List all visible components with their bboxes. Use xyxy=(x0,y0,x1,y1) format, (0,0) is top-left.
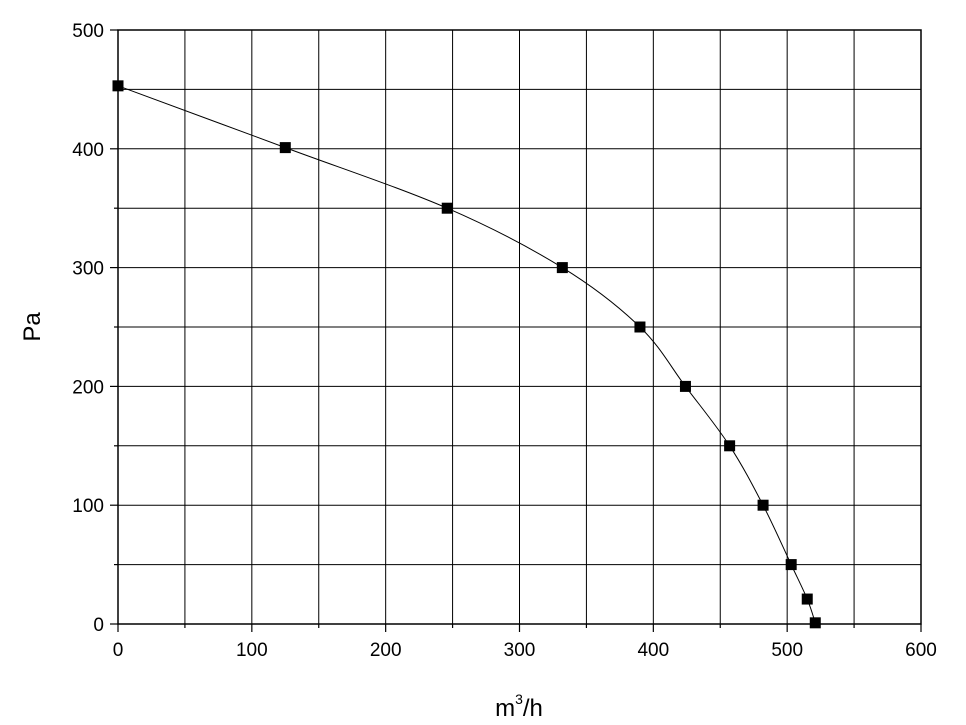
series-line xyxy=(117,85,816,623)
x-tick-label: 200 xyxy=(370,640,402,661)
x-tick-label: 300 xyxy=(504,640,536,661)
x-tick-label: 0 xyxy=(113,640,124,661)
y-tick-label: 0 xyxy=(93,615,104,636)
data-point-marker xyxy=(679,380,691,392)
data-point-marker xyxy=(785,559,797,571)
y-tick-label: 200 xyxy=(72,377,104,398)
y-tick-label: 300 xyxy=(72,259,104,280)
x-tick-label: 600 xyxy=(905,640,937,661)
y-tick-label: 400 xyxy=(72,140,104,161)
x-tick-label: 400 xyxy=(637,640,669,661)
data-point-marker xyxy=(724,440,736,452)
grid xyxy=(118,30,921,624)
data-point-marker xyxy=(556,262,568,274)
marker-layer xyxy=(112,80,821,629)
x-axis-title: m3/h xyxy=(495,691,543,722)
y-tick-label: 100 xyxy=(72,496,104,517)
x-tick-label: 100 xyxy=(236,640,268,661)
data-point-marker xyxy=(634,321,646,333)
y-axis-title: Pa xyxy=(19,312,46,342)
data-point-marker xyxy=(757,499,769,511)
x-axis-title-base: m xyxy=(495,695,515,722)
axes xyxy=(110,29,922,632)
data-point-marker xyxy=(279,142,291,154)
tick-labels: 0 100 200 300 400 500 0 100 200 300 400 500 600 xyxy=(72,21,937,661)
data-point-marker xyxy=(112,80,124,92)
series-line-layer xyxy=(117,85,816,623)
x-axis-title-superscript: 3 xyxy=(515,691,523,707)
data-point-marker xyxy=(801,593,813,605)
data-point-marker xyxy=(441,202,453,214)
x-axis-title-suffix: /h xyxy=(523,695,543,722)
data-point-marker xyxy=(809,617,821,629)
y-tick-label: 500 xyxy=(72,21,104,42)
x-tick-label: 500 xyxy=(771,640,803,661)
